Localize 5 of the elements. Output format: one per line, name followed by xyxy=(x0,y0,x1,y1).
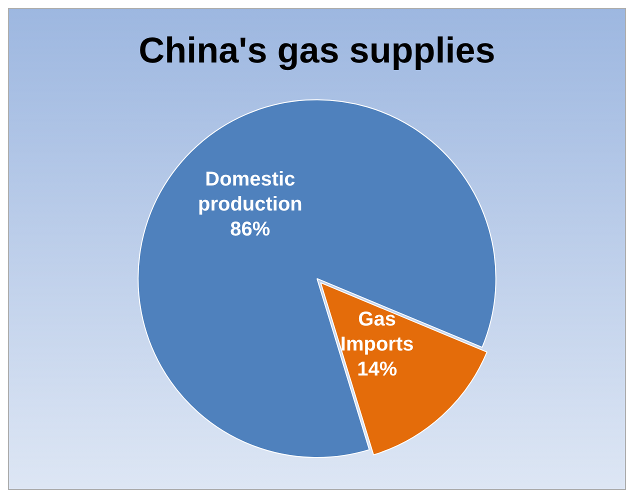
slice-label: Domestic production xyxy=(198,168,302,216)
data-label: 86% xyxy=(230,218,270,240)
slice-label: Gas Imports xyxy=(340,308,414,356)
data-label: 14% xyxy=(357,358,398,380)
chart-title: China's gas supplies xyxy=(138,30,496,71)
